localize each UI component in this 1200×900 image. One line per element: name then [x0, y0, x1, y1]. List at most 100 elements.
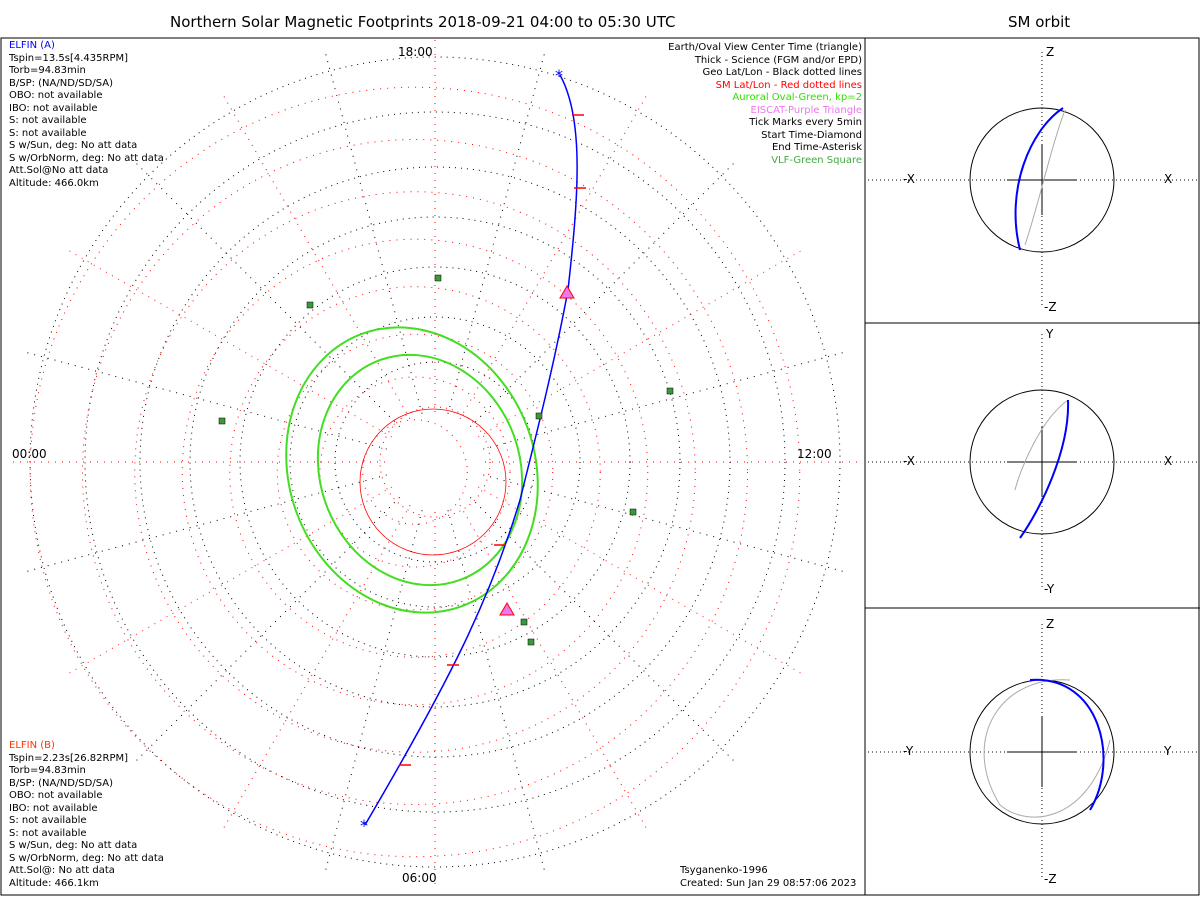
sm-pole-circle: [359, 408, 507, 556]
info-line: S w/Sun, deg: No att data: [9, 840, 138, 851]
orbit-front: [1029, 678, 1105, 811]
meridian-line: [24, 474, 387, 573]
info-line: Tspin=2.23s[26.82RPM]: [9, 752, 129, 764]
meridian-line: [478, 249, 804, 438]
orbit-track: [364, 74, 578, 826]
meridian-line: [324, 51, 423, 414]
model-label: Tsyganenko-1996: [680, 865, 768, 876]
meridian-line: [483, 351, 846, 450]
info-line: Altitude: 466.1km: [9, 877, 99, 889]
legend-item: EISCAT-Purple Triangle: [750, 104, 863, 116]
info-line: Altitude: 466.0km: [9, 177, 99, 189]
info-line: B/SP: (NA/ND/SD/SA): [9, 777, 113, 789]
end-asterisk: *: [555, 66, 563, 85]
info-line: Att.Sol@No att data: [9, 165, 109, 176]
orbit-back: [983, 679, 1111, 818]
sm-lat-circle: [319, 376, 511, 568]
meridian-line: [459, 505, 648, 831]
sm-lat-circle: [362, 419, 468, 525]
info-line: S w/OrbNorm, deg: No att data: [9, 152, 164, 164]
geo-lat-circle: [289, 316, 581, 608]
sm-lat-circle: [134, 191, 696, 753]
info-line: Torb=94.83min: [9, 765, 86, 776]
time-label-18: 18:00: [398, 45, 433, 59]
vlf-square: [535, 412, 543, 420]
sm-axis-label-right: X: [1164, 454, 1173, 468]
info-line: Att.Sol@: No att data: [9, 865, 115, 876]
sm-lat-circle: [181, 238, 649, 706]
sm-axis-label-bottom: -Z: [1044, 300, 1057, 314]
info-line: S: not available: [9, 815, 87, 826]
meridian-line: [134, 497, 400, 763]
sm-orbit-title: SM orbit: [1008, 13, 1071, 31]
legend-item: Start Time-Diamond: [761, 129, 862, 141]
info-line: B/SP: (NA/ND/SD/SA): [9, 77, 113, 89]
legend-item: VLF-Green Square: [771, 154, 862, 166]
info-line: S: not available: [9, 827, 87, 839]
sm-axis-label-top: Z: [1046, 617, 1055, 631]
info-line: S w/OrbNorm, deg: No att data: [9, 852, 164, 864]
time-label-00: 00:00: [12, 447, 47, 461]
elfin-b-name: ELFIN (B): [9, 740, 55, 751]
info-line: OBO: not available: [9, 90, 103, 101]
sm-lat-circle: [29, 86, 801, 858]
info-line: Tspin=13.5s[4.435RPM]: [9, 52, 129, 64]
info-line: S: not available: [9, 127, 87, 139]
legend-item: Auroral Oval-Green, kp=2: [732, 92, 862, 103]
sm-axis-label-top: Y: [1046, 327, 1054, 341]
geo-lat-circle: [29, 56, 841, 868]
eiscat-triangle: [559, 285, 575, 299]
end-asterisk: *: [360, 816, 368, 835]
meridian-line: [222, 93, 411, 419]
legend: Earth/Oval View Center Time (triangle) Th…: [668, 42, 862, 167]
sm-lat-circle: [276, 333, 554, 611]
orbit-front: [1014, 107, 1064, 251]
meridian-line: [470, 161, 736, 427]
info-line: IBO: not available: [9, 102, 98, 114]
geo-lat-circle: [84, 111, 786, 813]
vlf-square: [434, 274, 442, 282]
sm-axis-label-left: -Y: [903, 744, 914, 758]
meridian-line: [478, 486, 804, 675]
meridian-line: [222, 505, 411, 831]
eiscat-triangle: [499, 602, 515, 616]
auroral-oval-outer: [285, 326, 539, 614]
sm-axis-label-left: -X: [903, 454, 915, 468]
legend-item: Geo Lat/Lon - Black dotted lines: [702, 67, 862, 78]
sm-lat-circle: [82, 139, 748, 805]
vlf-square: [306, 301, 314, 309]
vlf-square: [520, 618, 528, 626]
info-line: Torb=94.83min: [9, 65, 86, 76]
info-line: S w/Sun, deg: No att data: [9, 140, 138, 151]
elfin-a-name: ELFIN (A): [9, 40, 55, 51]
legend-item: Tick Marks every 5min: [749, 117, 862, 128]
legend-item: End Time-Asterisk: [771, 142, 862, 153]
geo-lat-circle: [379, 406, 491, 518]
orbit-front: [1019, 399, 1070, 539]
legend-item: Thick - Science (FGM and/or EPD): [694, 54, 862, 66]
orbit-back: [1014, 399, 1069, 491]
vlf-square: [666, 387, 674, 395]
time-label-12: 12:00: [797, 447, 832, 461]
sm-axis-label-right: Y: [1164, 744, 1172, 758]
sm-axis-label-bottom: -Z: [1044, 872, 1057, 886]
legend-item: SM Lat/Lon - Red dotted lines: [715, 79, 862, 91]
elfin-b-info: ELFIN (B) Tspin=2.23s[26.82RPM] Torb=94.8…: [9, 740, 164, 890]
geo-lat-circle: [189, 216, 681, 708]
meridian-line: [459, 93, 648, 419]
vlf-square: [629, 508, 637, 516]
geo-lat-circle: [139, 166, 731, 758]
geo-lat-circle: [334, 361, 536, 563]
legend-item: Earth/Oval View Center Time (triangle): [668, 42, 862, 53]
meridian-line: [447, 51, 546, 414]
meridian-line: [447, 510, 546, 873]
vlf-square: [218, 417, 226, 425]
info-line: S: not available: [9, 115, 87, 126]
created-timestamp: Created: Sun Jan 29 08:57:06 2023: [680, 878, 857, 889]
auroral-oval-inner: [316, 353, 524, 587]
info-line: IBO: not available: [9, 802, 98, 814]
sm-axis-label-right: X: [1164, 172, 1173, 186]
orbit-back: [1024, 109, 1066, 246]
meridian-line: [324, 510, 423, 873]
sm-axis-label-top: Z: [1046, 45, 1055, 59]
